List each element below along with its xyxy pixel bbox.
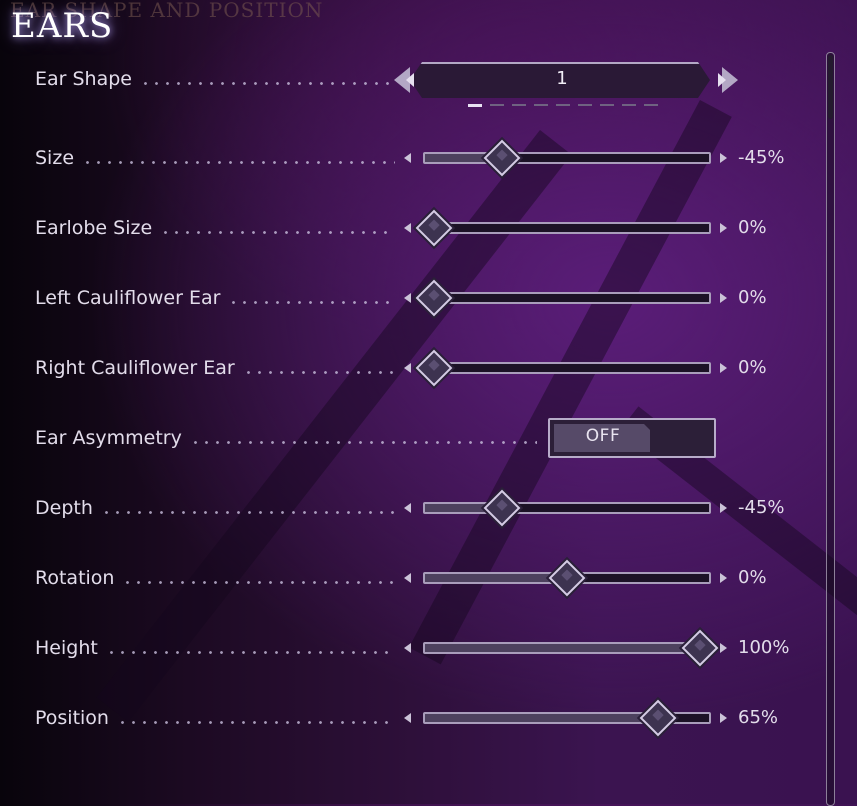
toggle-state-text: OFF (585, 426, 621, 446)
leader-dots (160, 231, 395, 234)
slider-row-depth: Depth -45% (35, 489, 795, 527)
slider-row-left-cauliflower-ear: Left Cauliflower Ear 0% (35, 279, 795, 317)
decrease-arrow-icon[interactable] (404, 293, 411, 303)
leader-dots (122, 581, 395, 584)
ear-shape-value: 1 (556, 68, 568, 89)
leader-dots (190, 441, 537, 444)
leader-dots (140, 82, 393, 85)
leader-dots (243, 371, 395, 374)
earlobe-size-slider[interactable] (415, 209, 711, 247)
previous-arrow-icon[interactable] (406, 73, 414, 87)
page-dash (512, 104, 526, 106)
increase-arrow-icon[interactable] (720, 153, 727, 163)
position-value: 65% (738, 707, 779, 728)
earlobe-size-label: Earlobe Size (35, 217, 153, 239)
slider-fill (425, 714, 658, 722)
page-dash (622, 104, 636, 106)
slider-handle[interactable] (415, 349, 452, 387)
right-cauliflower-ear-label: Right Cauliflower Ear (35, 357, 235, 379)
ear-shape-label: Ear Shape (35, 68, 132, 90)
left-cauliflower-ear-value: 0% (738, 287, 767, 308)
slider-fill (425, 154, 502, 162)
decrease-arrow-icon[interactable] (404, 643, 411, 653)
slider-row-right-cauliflower-ear: Right Cauliflower Ear 0% (35, 349, 795, 387)
leader-dots (117, 721, 395, 724)
ear-asymmetry-toggle[interactable]: OFF (548, 418, 716, 458)
leader-dots (228, 301, 395, 304)
decrease-arrow-icon[interactable] (404, 153, 411, 163)
ear-shape-selector[interactable] (410, 62, 710, 98)
position-label: Position (35, 707, 109, 729)
slider-row-earlobe-size: Earlobe Size 0% (35, 209, 795, 247)
rotation-value: 0% (738, 567, 767, 588)
right-cauliflower-ear-slider[interactable] (415, 349, 711, 387)
height-slider[interactable] (423, 629, 719, 667)
height-label: Height (35, 637, 98, 659)
ear-asymmetry-label: Ear Asymmetry (35, 427, 182, 449)
position-slider[interactable] (423, 699, 711, 737)
page-dash (490, 104, 504, 106)
section-header-ghost: EAR SHAPE AND POSITION (10, 0, 324, 22)
depth-label: Depth (35, 497, 93, 519)
depth-value: -45% (738, 497, 785, 518)
right-cauliflower-ear-value: 0% (738, 357, 767, 378)
ear-shape-row: Ear Shape (35, 64, 795, 94)
page-title: EARS (11, 6, 114, 46)
scrollbar[interactable] (826, 52, 835, 806)
increase-arrow-icon[interactable] (720, 363, 727, 373)
left-cauliflower-ear-slider[interactable] (415, 279, 711, 317)
slider-fill (425, 504, 502, 512)
slider-row-size: Size -45% (35, 139, 795, 177)
slider-handle[interactable] (639, 699, 677, 737)
slider-handle[interactable] (682, 629, 719, 667)
size-value: -45% (738, 147, 785, 168)
slider-handle[interactable] (415, 209, 452, 247)
leader-dots (106, 651, 395, 654)
slider-fill (425, 644, 701, 652)
decrease-arrow-icon[interactable] (404, 713, 411, 723)
slider-handle[interactable] (415, 279, 452, 317)
left-cauliflower-ear-label: Left Cauliflower Ear (35, 287, 221, 309)
slider-row-rotation: Rotation 0% (35, 559, 795, 597)
increase-arrow-icon[interactable] (720, 293, 727, 303)
toggle-knob (554, 424, 650, 452)
increase-arrow-icon[interactable] (720, 713, 727, 723)
page-dash (578, 104, 592, 106)
slider-row-height: Height 100% (35, 629, 795, 667)
page-dash (556, 104, 570, 106)
increase-arrow-icon[interactable] (720, 223, 727, 233)
earlobe-size-value: 0% (738, 217, 767, 238)
decrease-arrow-icon[interactable] (404, 503, 411, 513)
decrease-arrow-icon[interactable] (404, 223, 411, 233)
page-dash (534, 104, 548, 106)
decrease-arrow-icon[interactable] (404, 363, 411, 373)
leader-dots (82, 161, 395, 164)
increase-arrow-icon[interactable] (720, 643, 727, 653)
slider-handle[interactable] (483, 139, 521, 177)
slider-row-position: Position 65% (35, 699, 795, 737)
ear-asymmetry-row: Ear Asymmetry (35, 423, 795, 453)
next-arrow-icon[interactable] (718, 73, 726, 87)
rotation-label: Rotation (35, 567, 115, 589)
slider-handle[interactable] (548, 559, 586, 597)
decrease-arrow-icon[interactable] (404, 573, 411, 583)
selector-right-arrow-frame (722, 67, 738, 93)
slider-fill (425, 574, 567, 582)
height-value: 100% (738, 637, 790, 658)
slider-handle[interactable] (483, 489, 521, 527)
size-slider[interactable] (423, 139, 711, 177)
depth-slider[interactable] (423, 489, 711, 527)
scrollbar-thumb[interactable] (828, 55, 833, 119)
size-label: Size (35, 147, 75, 169)
rotation-slider[interactable] (423, 559, 711, 597)
page-dash (468, 104, 482, 107)
increase-arrow-icon[interactable] (720, 573, 727, 583)
page-dash (600, 104, 614, 106)
page-dash (644, 104, 658, 106)
increase-arrow-icon[interactable] (720, 503, 727, 513)
leader-dots (101, 511, 395, 514)
